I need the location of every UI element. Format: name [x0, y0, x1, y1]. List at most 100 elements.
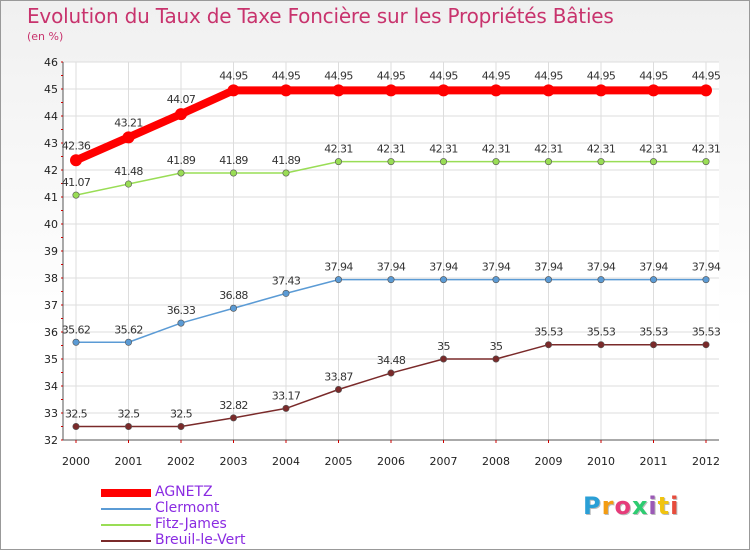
y-tick-label: 37 — [44, 299, 58, 312]
data-point — [649, 341, 657, 349]
data-label: 33.17 — [272, 389, 301, 402]
data-label: 44.95 — [692, 69, 721, 82]
chart-title: Evolution du Taux de Taxe Foncière sur l… — [27, 4, 614, 28]
y-tick-label: 44 — [44, 110, 58, 123]
x-tick-label: 2008 — [482, 455, 510, 468]
data-label: 44.95 — [272, 69, 301, 82]
x-tick-label: 2009 — [535, 455, 563, 468]
data-point — [280, 84, 292, 97]
data-point — [177, 319, 185, 327]
legend-label: Clermont — [155, 500, 220, 516]
data-label: 33.87 — [324, 371, 353, 384]
data-label: 37.94 — [587, 261, 616, 274]
data-point — [437, 84, 450, 97]
data-label: 42.31 — [377, 143, 406, 156]
legend-label: Breuil-le-Vert — [155, 532, 246, 548]
data-point — [387, 369, 395, 377]
data-label: 44.95 — [429, 69, 458, 82]
data-label: 41.07 — [62, 176, 91, 189]
data-label: 42.31 — [639, 143, 668, 156]
data-point — [702, 158, 710, 166]
data-point — [439, 158, 447, 166]
y-tick-label: 40 — [44, 218, 58, 231]
x-tick-label: 2000 — [62, 455, 90, 468]
data-point — [125, 422, 133, 430]
data-point — [387, 158, 395, 166]
data-point — [439, 355, 447, 363]
data-point — [490, 84, 502, 97]
data-point — [702, 276, 710, 284]
data-point — [72, 338, 80, 346]
data-label: 44.95 — [219, 69, 248, 82]
data-label: 44.95 — [639, 69, 668, 82]
y-tick-label: 45 — [44, 83, 58, 96]
data-label: 32.5 — [117, 408, 140, 421]
data-point — [544, 276, 552, 284]
logo-letter: t — [657, 492, 671, 520]
data-label: 42.31 — [429, 143, 458, 156]
data-point — [595, 84, 607, 97]
data-label: 44.95 — [377, 69, 406, 82]
data-label: 32.82 — [219, 399, 248, 412]
data-label: 37.94 — [639, 261, 668, 274]
data-label: 32.5 — [170, 408, 193, 421]
data-point — [439, 276, 447, 284]
y-tick-label: 42 — [44, 164, 58, 177]
data-point — [332, 84, 345, 97]
data-point — [702, 341, 710, 349]
data-point — [597, 341, 605, 349]
data-point — [334, 276, 342, 284]
data-point — [125, 338, 133, 346]
data-point — [230, 414, 238, 422]
proxiti-logo: Proxiti — [583, 492, 679, 520]
x-tick-label: 2002 — [167, 455, 195, 468]
y-tick-label: 43 — [44, 137, 58, 150]
x-tick-label: 2011 — [640, 455, 668, 468]
data-label: 36.88 — [219, 289, 248, 302]
y-tick-label: 46 — [44, 56, 58, 69]
data-label: 42.36 — [62, 139, 91, 152]
y-tick-label: 32 — [44, 434, 58, 447]
data-label: 37.94 — [324, 261, 353, 274]
x-tick-label: 2005 — [325, 455, 353, 468]
data-label: 35.62 — [62, 323, 91, 336]
data-label: 37.94 — [429, 261, 458, 274]
data-point — [492, 355, 500, 363]
data-point — [230, 304, 238, 312]
data-label: 42.31 — [692, 143, 721, 156]
legend-swatch — [101, 540, 151, 542]
x-tick-label: 2010 — [587, 455, 615, 468]
y-tick-label: 41 — [44, 191, 58, 204]
data-point — [175, 108, 187, 121]
data-point — [542, 84, 555, 97]
data-label: 37.94 — [692, 261, 721, 274]
y-tick-label: 39 — [44, 245, 58, 258]
data-label: 37.94 — [482, 261, 511, 274]
x-tick-label: 2004 — [272, 455, 300, 468]
data-label: 42.31 — [534, 143, 563, 156]
chart-subtitle: (en %) — [27, 30, 64, 43]
data-point — [492, 158, 500, 166]
y-tick-label: 35 — [44, 353, 58, 366]
data-label: 35 — [437, 340, 450, 353]
y-tick-label: 33 — [44, 407, 58, 420]
logo-letter: r — [601, 492, 615, 520]
legend-label: AGNETZ — [155, 484, 213, 500]
data-label: 37.94 — [377, 261, 406, 274]
data-point — [544, 158, 552, 166]
data-label: 44.95 — [482, 69, 511, 82]
data-point — [387, 276, 395, 284]
logo-letter: i — [648, 492, 658, 520]
data-label: 41.89 — [272, 154, 301, 167]
data-label: 35.53 — [692, 326, 721, 339]
logo-letter: i — [670, 492, 680, 520]
data-label: 34.48 — [377, 354, 406, 367]
data-point — [700, 84, 712, 97]
data-label: 42.31 — [482, 143, 511, 156]
data-label: 44.95 — [587, 69, 616, 82]
data-point — [70, 154, 82, 167]
data-point — [177, 422, 185, 430]
logo-letter: x — [631, 492, 649, 520]
data-point — [544, 341, 552, 349]
